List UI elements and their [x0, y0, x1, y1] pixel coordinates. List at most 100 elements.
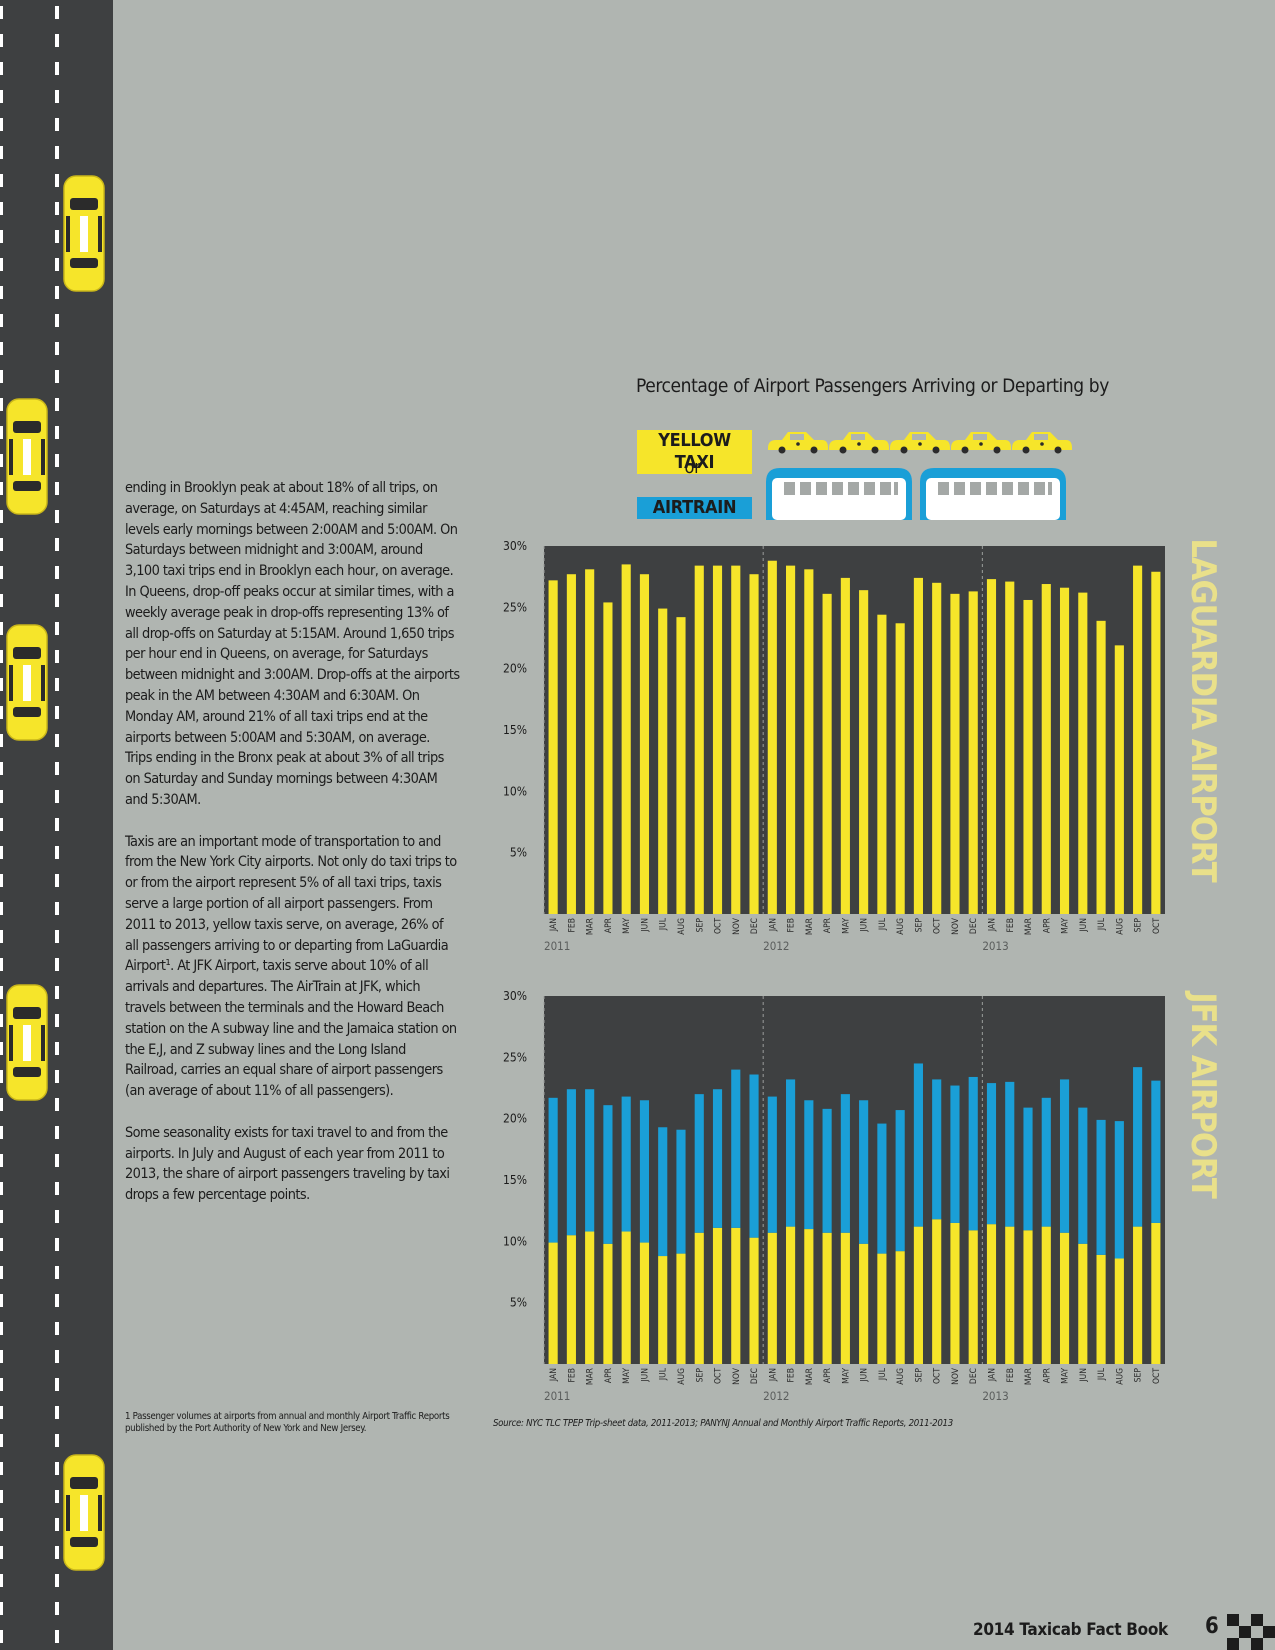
taxi-roof-sign [80, 216, 88, 252]
road-edge-dash [0, 1070, 3, 1083]
airtrain-window [800, 482, 811, 495]
lane-dash [55, 1294, 59, 1307]
lane-dash [55, 846, 59, 859]
road-edge-dash [0, 454, 3, 467]
taxi-side-body [768, 432, 828, 450]
taxi-bar [1078, 1243, 1088, 1364]
road-edge-dash [0, 1014, 3, 1027]
lane-dash [55, 1126, 59, 1139]
month-tick-label: DEC [750, 918, 760, 934]
airtrain-bar [986, 1083, 997, 1225]
road-edge-dash [0, 1266, 3, 1279]
taxi-bar [840, 1232, 850, 1364]
taxi-bar [767, 1232, 777, 1364]
lane-dash [55, 1154, 59, 1167]
taxi-car-icon [63, 175, 105, 292]
taxi-rear-window [70, 1537, 98, 1547]
road-edge-dash [0, 118, 3, 131]
road-edge-dash [0, 1602, 3, 1615]
road-edge-dash [0, 398, 3, 411]
airtrain-window [954, 482, 965, 495]
taxi-bar [877, 614, 887, 914]
road-edge-dash [0, 1322, 3, 1335]
lane-dash [55, 1406, 59, 1419]
lane-dash [55, 286, 59, 299]
taxi-wheel [932, 446, 940, 454]
taxi-roof-sign [23, 439, 31, 475]
lane-dash [55, 1350, 59, 1363]
taxi-side-window [66, 216, 70, 252]
taxi-side-window [9, 439, 13, 475]
taxi-bar [968, 1230, 978, 1364]
taxi-side-window [1034, 434, 1048, 440]
road-edge-dash [0, 34, 3, 47]
taxi-bar [877, 1253, 887, 1364]
taxi-bar [603, 602, 613, 914]
taxi-handle [1040, 442, 1044, 446]
taxi-bar [658, 1256, 668, 1364]
lane-dash [55, 762, 59, 775]
taxi-side-body [1012, 432, 1072, 450]
airtrain-bar [1041, 1097, 1051, 1227]
y-tick-label: 25% [503, 600, 527, 614]
airport-chart-1: JAN FEB MAR APR MAY JUN JUL AUG SEP OCT NOV DEC JAN F… [503, 538, 1223, 953]
month-tick-label: JUN [860, 1368, 870, 1383]
road-edge-dash [0, 510, 3, 523]
airtrain-bar [932, 1079, 942, 1220]
lane-dash [55, 538, 59, 551]
road-edge-dash [0, 286, 3, 299]
taxi-bar [1096, 620, 1106, 914]
taxi-windshield [13, 647, 41, 659]
airtrain-bar [548, 1097, 558, 1243]
lane-dash [55, 1546, 59, 1559]
road-edge-dash [0, 902, 3, 915]
road-edge-dash [0, 818, 3, 831]
taxi-bar [859, 590, 869, 914]
taxi-bar [1059, 587, 1070, 914]
taxi-bar [1151, 571, 1161, 914]
month-tick-label: FEB [787, 1368, 797, 1382]
taxi-bar [621, 1231, 631, 1364]
airtrain-bar [1114, 1121, 1124, 1259]
taxi-bar [895, 623, 905, 914]
airtrain-bar [968, 1076, 978, 1231]
taxi-side-window [98, 1495, 102, 1531]
taxi-rear-window [70, 258, 98, 268]
footer-title: 2014 Taxicab Fact Book [973, 1620, 1168, 1640]
footnote: 1 Passenger volumes at airports from ann… [125, 1411, 450, 1434]
lane-dash [55, 1182, 59, 1195]
month-tick-label: MAY [841, 918, 851, 934]
airtrain-bar [950, 1085, 960, 1223]
lane-dash [55, 482, 59, 495]
y-tick-label: 5% [510, 1296, 527, 1310]
taxi-bar [749, 574, 759, 914]
month-tick-label: AUG [677, 918, 687, 935]
airtrain-bar [694, 1094, 704, 1233]
taxi-bar [1005, 581, 1015, 914]
legend-airtrain: AIRTRAIN [637, 497, 752, 519]
taxi-bar [731, 565, 741, 914]
airtrain-bar [859, 1100, 869, 1244]
taxi-windshield [70, 198, 98, 210]
airport-side-label: LAGUARDIA AIRPORT [1183, 538, 1223, 882]
checker-square [1263, 1626, 1275, 1638]
road-edge-dash [0, 1546, 3, 1559]
airtrain-bar [1059, 1079, 1070, 1233]
road-edge-dash [0, 566, 3, 579]
paragraph-1: ending in Brooklyn peak at about 18% of … [125, 480, 460, 808]
airtrain-window [880, 482, 891, 495]
airtrain-bar [749, 1074, 759, 1238]
taxi-bar [986, 1224, 997, 1364]
taxi-side-body [951, 432, 1011, 450]
lane-dash [55, 874, 59, 887]
taxi-side-window [851, 434, 865, 440]
lane-dash [55, 1602, 59, 1615]
taxi-bar [1096, 1254, 1106, 1364]
taxi-side-icon [951, 432, 1011, 454]
road-edge-dash [0, 202, 3, 215]
airtrain-bar [712, 1089, 723, 1228]
taxi-bar [639, 1242, 650, 1364]
lane-dash [55, 62, 59, 75]
month-tick-label: AUG [896, 1368, 906, 1385]
airtrain-bar [731, 1069, 741, 1228]
